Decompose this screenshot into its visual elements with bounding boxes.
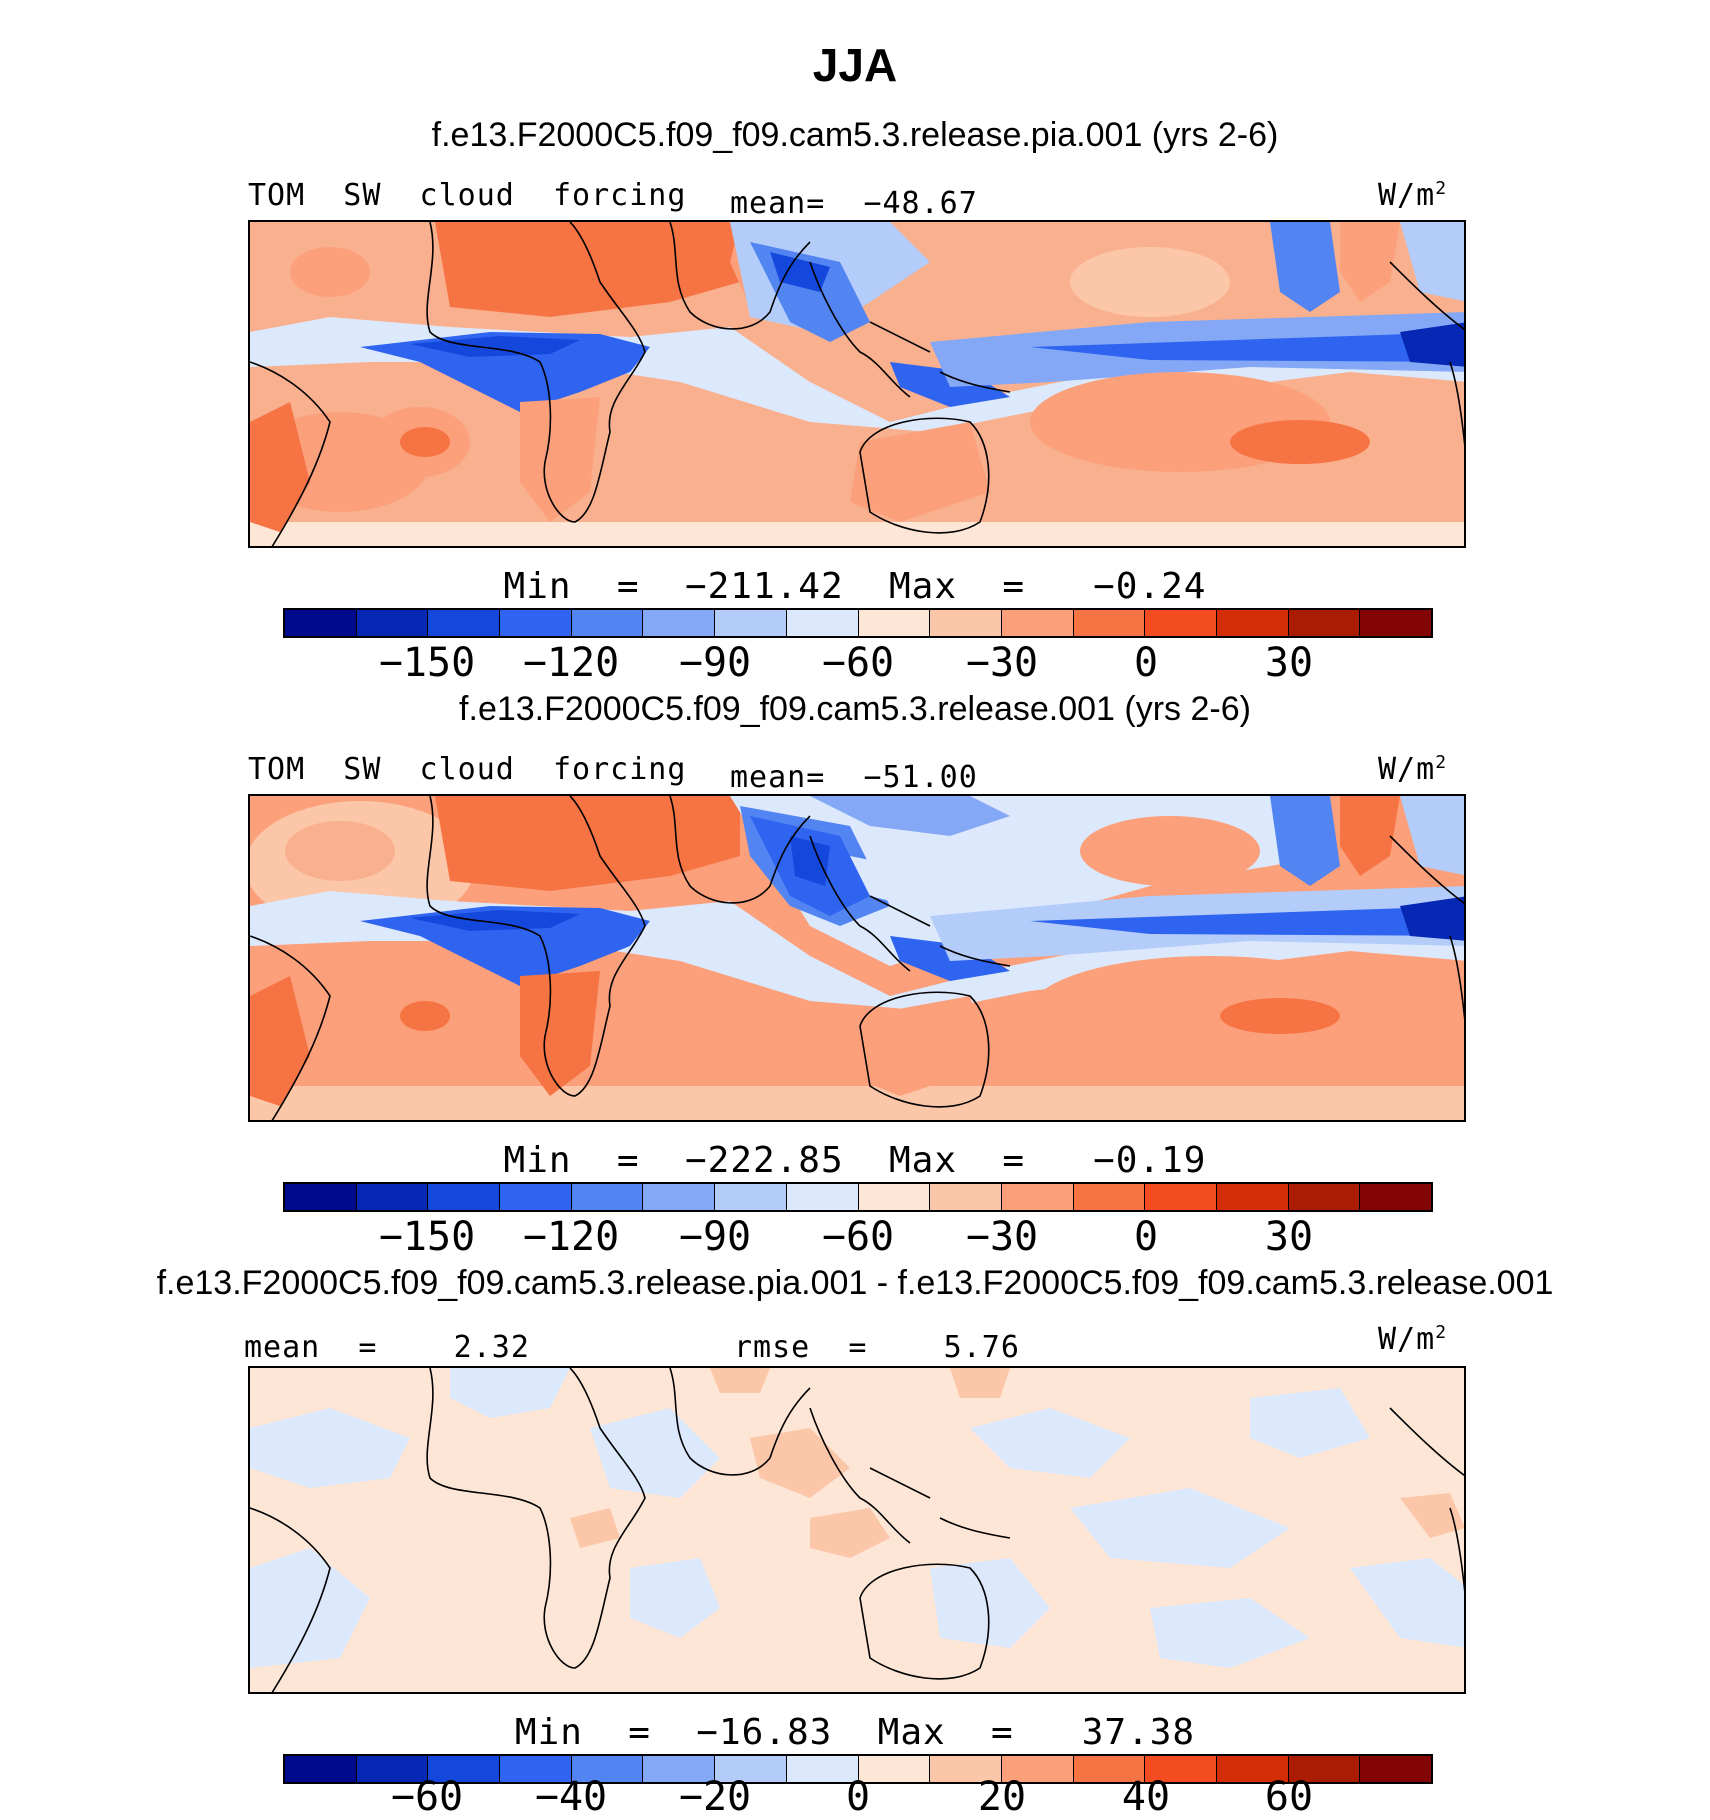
colorbar-2 xyxy=(283,1182,1433,1212)
coastlines-2 xyxy=(250,796,1464,1120)
colorbar-tick: 20 xyxy=(977,1774,1027,1820)
colorbar-swatch xyxy=(571,1184,644,1210)
colorbar-swatch xyxy=(786,610,859,636)
coastlines-1 xyxy=(250,222,1464,546)
colorbar-tick: −120 xyxy=(522,640,620,686)
colorbar-swatch xyxy=(786,1756,859,1782)
variable-label-1: TOM SW cloud forcing xyxy=(248,178,687,213)
diff-mean-label: mean = 2.32 xyxy=(244,1330,530,1365)
colorbar-swatch xyxy=(428,1756,501,1782)
units-label-1: W/m2 xyxy=(1378,178,1448,213)
map-panel-2 xyxy=(248,794,1466,1122)
colorbar-swatch xyxy=(500,1756,572,1782)
sw-forcing-pattern-1 xyxy=(250,222,1464,532)
mean-label-1: mean= −48.67 xyxy=(730,186,978,221)
colorbar-tick: −30 xyxy=(965,640,1039,686)
colorbar-swatch xyxy=(858,1184,931,1210)
colorbar-swatch xyxy=(1216,1756,1289,1782)
case-name-1: f.e13.F2000C5.f09_f09.cam5.3.release.pia… xyxy=(431,116,1279,154)
colorbar-swatch xyxy=(428,1184,501,1210)
colorbar-swatch xyxy=(1145,1184,1217,1210)
colorbar-swatch xyxy=(571,610,644,636)
case-name-2: f.e13.F2000C5.f09_f09.cam5.3.release.001… xyxy=(459,690,1251,728)
units-label-2: W/m2 xyxy=(1378,752,1448,787)
colorbar-tick: 60 xyxy=(1264,1774,1314,1820)
colorbar-tick: 0 xyxy=(1133,1214,1159,1260)
colorbar-tick: −90 xyxy=(678,1214,752,1260)
colorbar-swatch xyxy=(500,1184,572,1210)
colorbar-swatch xyxy=(930,610,1002,636)
colorbar-swatch xyxy=(786,1184,859,1210)
colorbar-1 xyxy=(283,608,1433,638)
colorbar-swatch xyxy=(858,610,931,636)
colorbar-swatch xyxy=(643,610,716,636)
colorbar-3 xyxy=(283,1754,1433,1784)
colorbar-swatch xyxy=(1216,1184,1289,1210)
colorbar-tick: 40 xyxy=(1121,1774,1171,1820)
colorbar-swatch xyxy=(500,610,572,636)
colorbar-swatch xyxy=(1001,610,1074,636)
colorbar-swatch xyxy=(1001,1756,1074,1782)
colorbar-swatch xyxy=(1216,610,1289,636)
figure-title: JJA xyxy=(812,39,898,91)
colorbar-tick: −40 xyxy=(534,1774,608,1820)
min-max-label-2: Min = −222.85 Max = −0.19 xyxy=(503,1140,1207,1181)
colorbar-swatch xyxy=(1145,1756,1217,1782)
colorbar-swatch xyxy=(715,1756,787,1782)
colorbar-swatch xyxy=(715,1184,787,1210)
colorbar-tick: −20 xyxy=(678,1774,752,1820)
colorbar-tick: 0 xyxy=(845,1774,871,1820)
colorbar-swatch xyxy=(858,1756,931,1782)
colorbar-swatch xyxy=(1360,610,1431,636)
case-name-3: f.e13.F2000C5.f09_f09.cam5.3.release.pia… xyxy=(156,1264,1554,1302)
colorbar-swatch xyxy=(285,610,357,636)
colorbar-swatch xyxy=(1288,1184,1361,1210)
colorbar-swatch xyxy=(1288,1756,1361,1782)
min-max-label-3: Min = −16.83 Max = 37.38 xyxy=(514,1712,1196,1753)
colorbar-tick: 30 xyxy=(1264,1214,1314,1260)
colorbar-tick: −150 xyxy=(378,1214,476,1260)
colorbar-tick: 0 xyxy=(1133,640,1159,686)
colorbar-swatch xyxy=(1360,1184,1431,1210)
colorbar-swatch xyxy=(285,1184,357,1210)
colorbar-swatch xyxy=(285,1756,357,1782)
variable-label-2: TOM SW cloud forcing xyxy=(248,752,687,787)
colorbar-swatch xyxy=(428,610,501,636)
colorbar-swatch xyxy=(356,610,429,636)
colorbar-swatch xyxy=(1073,610,1146,636)
colorbar-tick: −60 xyxy=(390,1774,464,1820)
colorbar-tick: −30 xyxy=(965,1214,1039,1260)
map-panel-3 xyxy=(248,1366,1466,1694)
diff-pattern xyxy=(250,1368,1464,1668)
colorbar-swatch xyxy=(1288,610,1361,636)
colorbar-swatch xyxy=(356,1184,429,1210)
colorbar-swatch xyxy=(571,1756,644,1782)
colorbar-swatch xyxy=(643,1184,716,1210)
map-panel-1 xyxy=(248,220,1466,548)
colorbar-swatch xyxy=(1001,1184,1074,1210)
colorbar-swatch xyxy=(1360,1756,1431,1782)
colorbar-swatch xyxy=(715,610,787,636)
sw-forcing-pattern-2 xyxy=(250,796,1464,1106)
colorbar-tick: −120 xyxy=(522,1214,620,1260)
colorbar-tick: −90 xyxy=(678,640,752,686)
colorbar-swatch xyxy=(1073,1756,1146,1782)
colorbar-swatch xyxy=(930,1756,1002,1782)
colorbar-tick: −60 xyxy=(821,640,895,686)
colorbar-swatch xyxy=(356,1756,429,1782)
colorbar-tick: 30 xyxy=(1264,640,1314,686)
coastlines-3 xyxy=(250,1368,1464,1692)
rmse-label: rmse = 5.76 xyxy=(734,1330,1020,1365)
mean-label-2: mean= −51.00 xyxy=(730,760,978,795)
colorbar-swatch xyxy=(643,1756,716,1782)
units-label-3: W/m2 xyxy=(1378,1322,1448,1357)
colorbar-swatch xyxy=(930,1184,1002,1210)
colorbar-swatch xyxy=(1073,1184,1146,1210)
colorbar-swatch xyxy=(1145,610,1217,636)
min-max-label-1: Min = −211.42 Max = −0.24 xyxy=(503,566,1207,607)
colorbar-tick: −150 xyxy=(378,640,476,686)
colorbar-tick: −60 xyxy=(821,1214,895,1260)
